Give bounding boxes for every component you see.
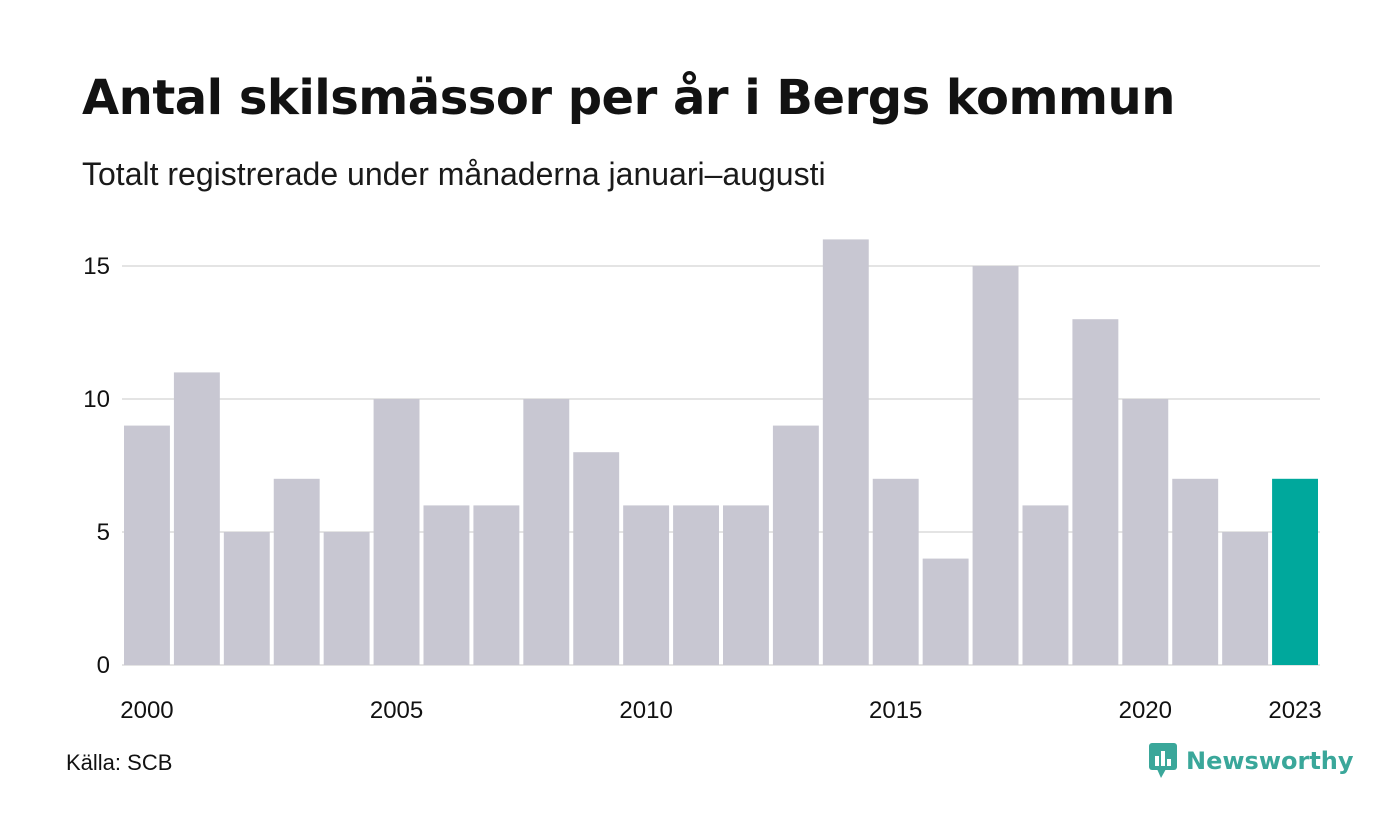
chart-title: Antal skilsmässor per år i Bergs kommun (82, 70, 1175, 126)
y-tick-label: 15 (83, 253, 110, 280)
y-tick-label: 5 (97, 519, 110, 546)
bar-2023 (1272, 478, 1318, 665)
bar-2020 (1122, 399, 1169, 665)
bar-2017 (972, 266, 1019, 665)
y-axis-tick-labels: 0 5 10 15 (83, 253, 110, 679)
bar-2001 (173, 372, 220, 665)
bar-2012 (723, 505, 769, 665)
bar-2004 (323, 532, 370, 665)
newsworthy-logo-icon (1149, 743, 1177, 778)
bar-chart: 0 5 10 15 2000 2005 2010 2015 2020 2023 (83, 239, 1322, 724)
bar-2016 (922, 558, 969, 665)
bar-2000 (124, 425, 170, 665)
x-tick-label: 2005 (370, 697, 423, 724)
bar-2005 (373, 399, 420, 665)
x-tick-label: 2020 (1119, 697, 1172, 724)
x-tick-label: 2000 (120, 697, 173, 724)
bar-2008 (523, 399, 570, 665)
bar-2011 (673, 505, 719, 665)
source-label: Källa: SCB (66, 750, 173, 775)
bar-2014 (822, 239, 869, 665)
bar-2006 (423, 505, 470, 665)
x-tick-label: 2023 (1268, 697, 1321, 724)
bar-2018 (1022, 505, 1069, 665)
bar-2021 (1172, 478, 1219, 665)
bar-2002 (223, 532, 270, 665)
y-tick-label: 10 (83, 386, 110, 413)
bar-2003 (273, 478, 320, 665)
bar-2015 (872, 478, 919, 665)
y-tick-label: 0 (97, 652, 110, 679)
x-axis-tick-labels: 2000 2005 2010 2015 2020 2023 (120, 697, 1321, 724)
chart-subtitle: Totalt registrerade under månaderna janu… (82, 156, 826, 192)
bar-2013 (772, 425, 819, 665)
bar-2007 (473, 505, 520, 665)
x-tick-label: 2015 (869, 697, 922, 724)
bar-2010 (623, 505, 670, 665)
bars (124, 239, 1318, 665)
bar-2022 (1222, 532, 1269, 665)
brand-logo: Newsworthy (1148, 742, 1354, 780)
brand-name: Newsworthy (1186, 747, 1354, 775)
bar-2009 (573, 452, 620, 665)
x-tick-label: 2010 (619, 697, 672, 724)
gridlines (122, 265, 1320, 666)
bar-2019 (1072, 319, 1119, 665)
